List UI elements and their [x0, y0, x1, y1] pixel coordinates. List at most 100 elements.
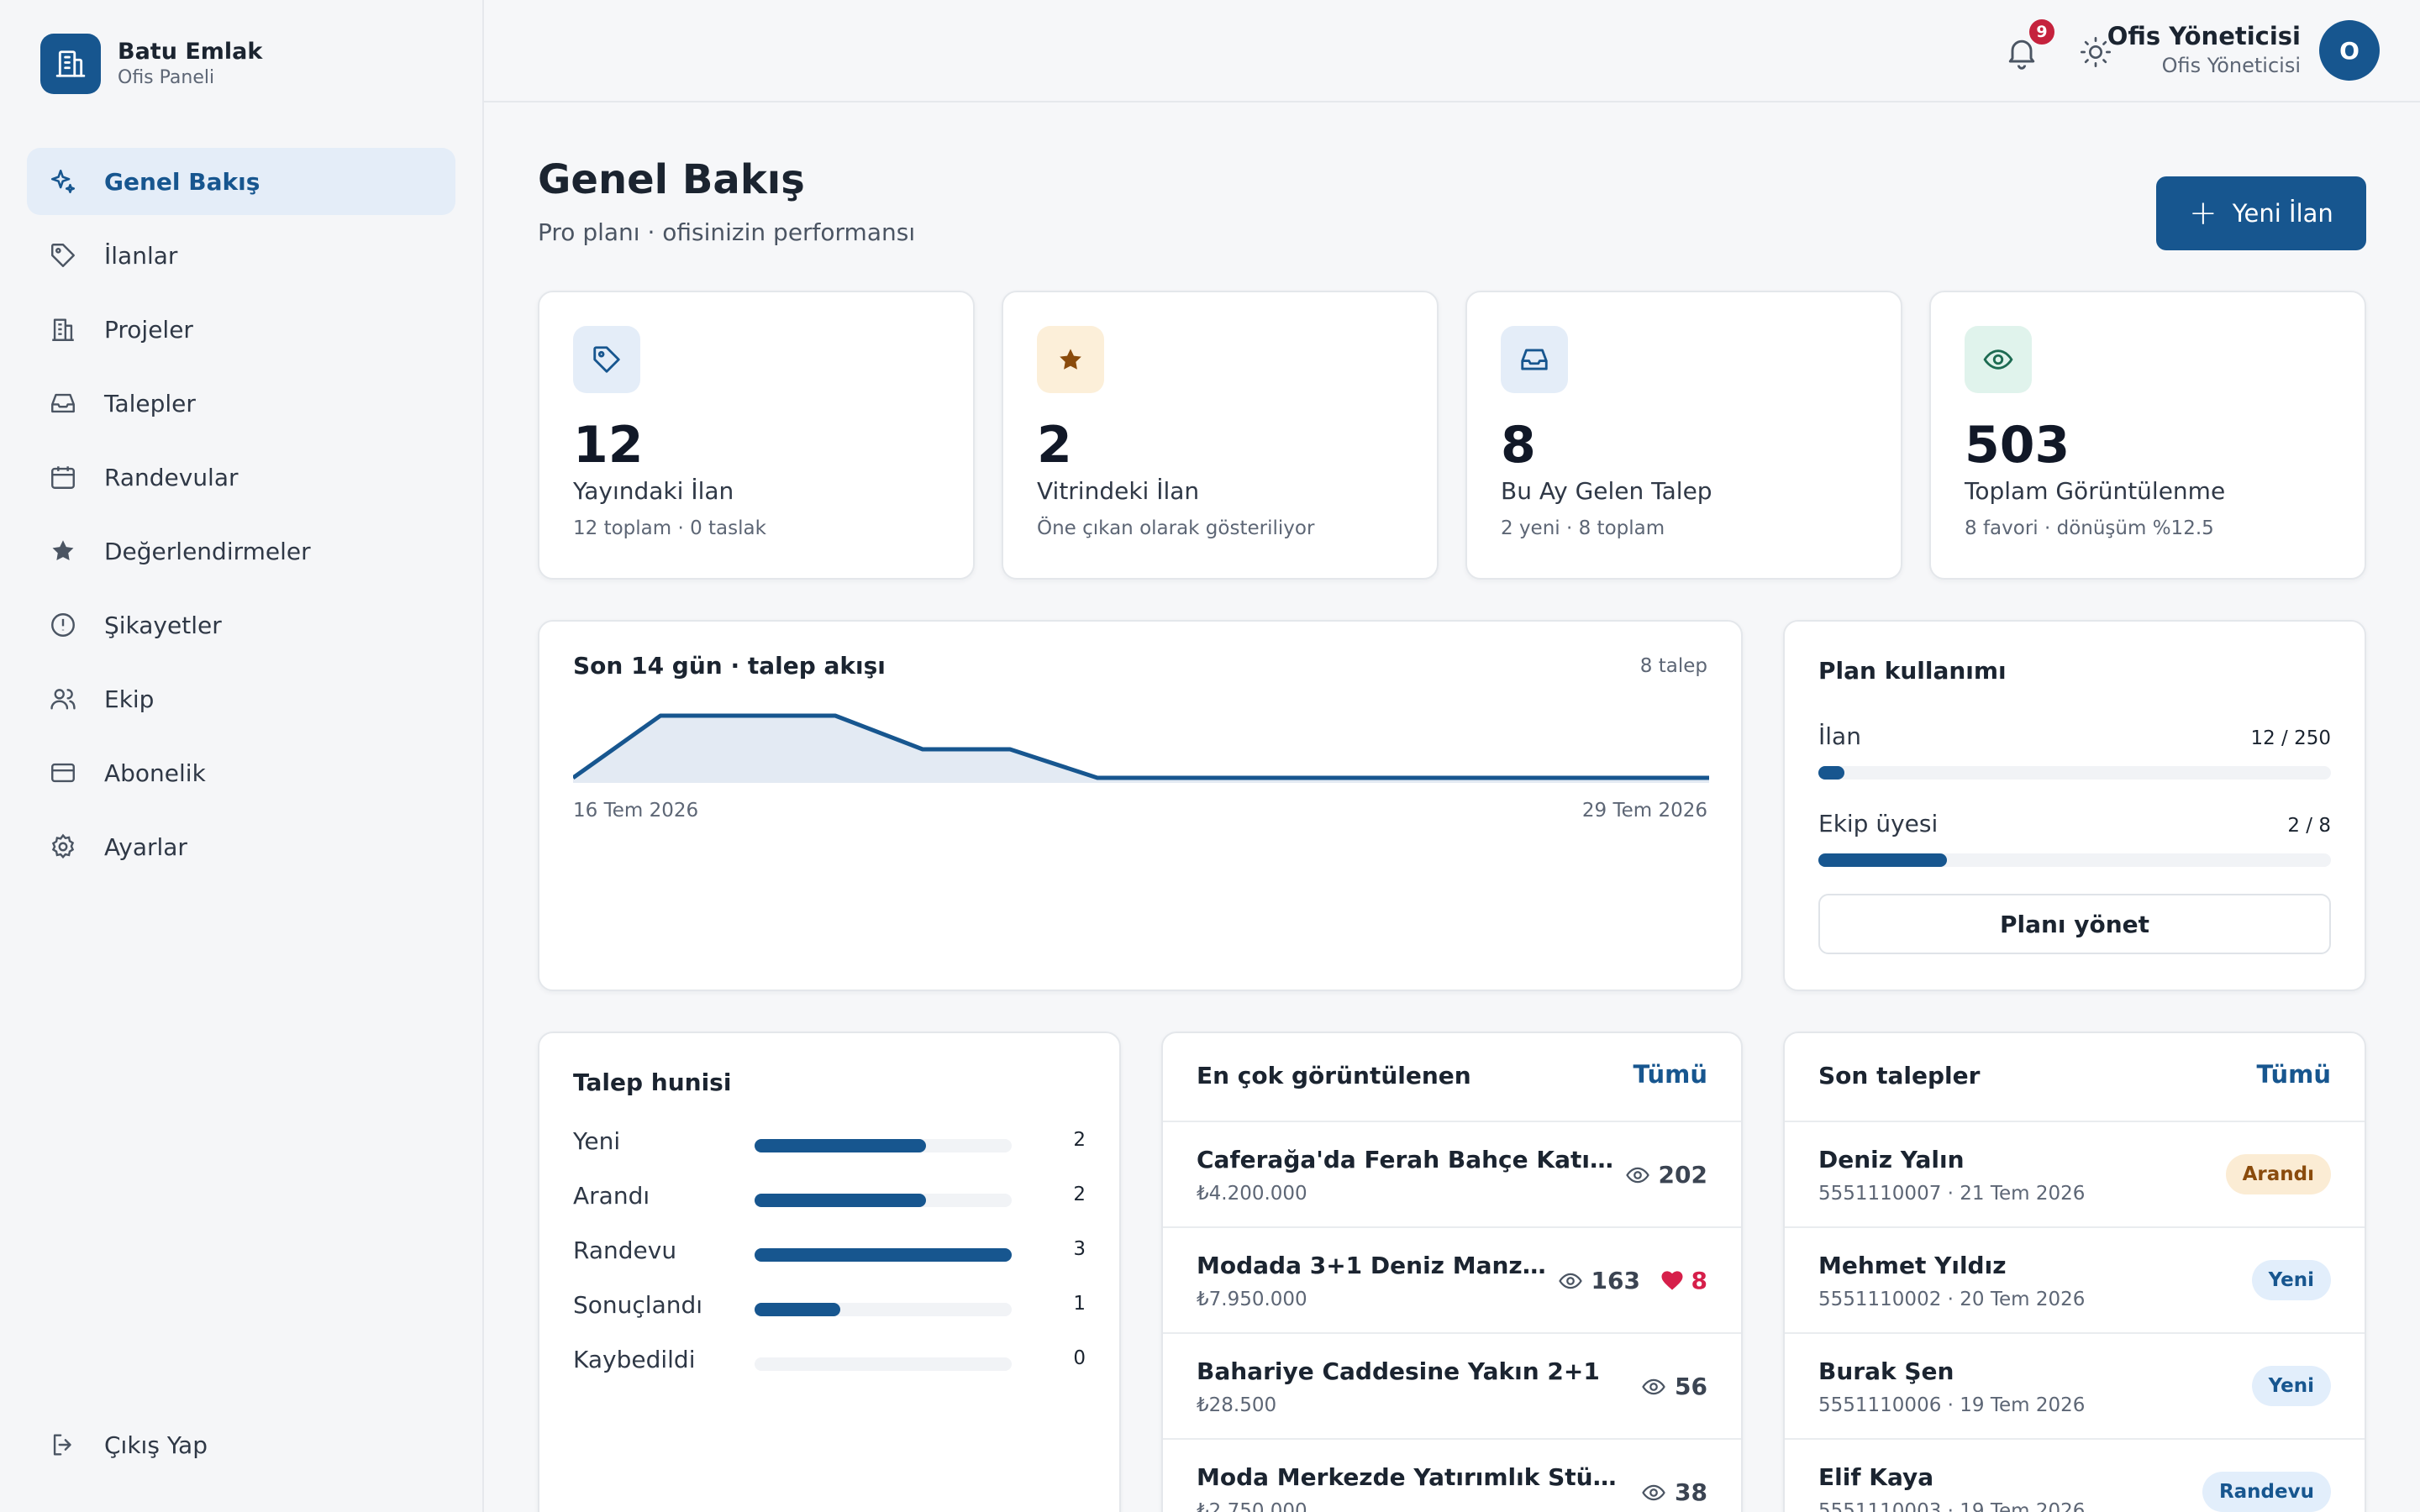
- request-meta: 5551110003 · 19 Tem 2026: [1818, 1500, 2086, 1512]
- sidebar-item-ekip[interactable]: Ekip: [27, 665, 455, 732]
- flow-chart-start-label: 16 Tem 2026: [573, 800, 699, 822]
- funnel-count: 0: [1073, 1347, 1086, 1369]
- sidebar-item-label: Şikayetler: [104, 611, 222, 639]
- star-icon: [1037, 326, 1104, 393]
- sidebar-item-label: Genel Bakış: [104, 167, 260, 196]
- flow-chart-card: Son 14 gün · talep akışı 8 talep 16 Tem …: [538, 620, 1743, 991]
- page-title: Genel Bakış: [538, 156, 805, 203]
- stat-sub: 8 favori · dönüşüm %12.5: [1965, 517, 2214, 539]
- sidebar-item-ayarlar[interactable]: Ayarlar: [27, 813, 455, 880]
- most-viewed-item[interactable]: Caferağa'da Ferah Bahçe Katı 2+1 ₺4.200.0…: [1163, 1122, 1741, 1228]
- funnel-track: [755, 1303, 1012, 1316]
- eye-icon: [1965, 326, 2032, 393]
- most-viewed-item[interactable]: Bahariye Caddesine Yakın 2+1 ₺28.500 56: [1163, 1334, 1741, 1440]
- users-icon: [49, 685, 77, 713]
- page-subtitle: Pro planı · ofisinizin performansı: [538, 218, 916, 246]
- user-info[interactable]: Ofis Yöneticisi Ofis Yöneticisi: [2107, 20, 2301, 79]
- new-listing-button[interactable]: + Yeni İlan: [2156, 176, 2366, 250]
- listing-price: ₺7.950.000: [1197, 1289, 1307, 1310]
- user-role: Ofis Yöneticisi: [2161, 54, 2301, 77]
- bell-icon[interactable]: [2003, 34, 2040, 71]
- most-viewed-item[interactable]: Modada 3+1 Deniz Manzaralı Daire ₺7.950.0…: [1163, 1228, 1741, 1334]
- funnel-row: Kaybedildi 0: [573, 1346, 1086, 1379]
- listing-title: Moda Merkezde Yatırımlık Stüdyo Daire: [1197, 1463, 1617, 1491]
- inbox-icon: [1501, 326, 1568, 393]
- views-value: 163: [1591, 1267, 1640, 1294]
- plan-row-label: Ekip üyesi: [1818, 810, 1939, 837]
- plan-team-progress: [1818, 853, 2331, 867]
- favorites-count: 8: [1660, 1267, 1707, 1294]
- sidebar-item-sikayetler[interactable]: Şikayetler: [27, 591, 455, 659]
- funnel-count: 2: [1073, 1184, 1086, 1205]
- funnel-label: Arandı: [573, 1182, 650, 1210]
- request-name: Mehmet Yıldız: [1818, 1252, 2007, 1279]
- sidebar-item-label: Ekip: [104, 685, 155, 713]
- funnel-count: 3: [1073, 1238, 1086, 1260]
- sidebar-item-label: Abonelik: [104, 759, 206, 787]
- most-viewed-card: En çok görüntülenen Tümü Caferağa'da Fer…: [1161, 1032, 1743, 1512]
- user-name: Ofis Yöneticisi: [2107, 22, 2301, 50]
- views-count: 202: [1625, 1161, 1707, 1189]
- most-viewed-item[interactable]: Moda Merkezde Yatırımlık Stüdyo Daire ₺2.…: [1163, 1440, 1741, 1512]
- funnel-row: Randevu 3: [573, 1236, 1086, 1270]
- stat-sub: 12 toplam · 0 taslak: [573, 517, 766, 539]
- views-count: 163: [1558, 1267, 1640, 1294]
- sidebar-item-talepler[interactable]: Talepler: [27, 370, 455, 437]
- sidebar-item-projeler[interactable]: Projeler: [27, 296, 455, 363]
- star-icon: [49, 537, 77, 565]
- topbar: 9 Ofis Yöneticisi Ofis Yöneticisi O: [484, 0, 2420, 102]
- recent-request-item[interactable]: Burak Şen 5551110006 · 19 Tem 2026 Yeni: [1785, 1334, 2365, 1440]
- brand-name: Batu Emlak: [118, 39, 263, 65]
- status-badge: Arandı: [2225, 1154, 2331, 1194]
- sidebar-item-label: Projeler: [104, 315, 193, 344]
- sidebar-item-degerlendirmeler[interactable]: Değerlendirmeler: [27, 517, 455, 585]
- stat-card-requests[interactable]: 8 Bu Ay Gelen Talep 2 yeni · 8 toplam: [1465, 291, 1902, 580]
- stat-value: 12: [573, 416, 644, 475]
- most-viewed-all-link[interactable]: Tümü: [1633, 1060, 1707, 1089]
- funnel-row: Arandı 2: [573, 1182, 1086, 1215]
- eye-icon: [1641, 1374, 1675, 1399]
- plan-row-value: 12 / 250: [2250, 727, 2331, 749]
- manage-plan-button[interactable]: Planı yönet: [1818, 894, 2331, 954]
- calendar-icon: [49, 463, 77, 491]
- sidebar-item-label: Ayarlar: [104, 832, 187, 861]
- recent-request-item[interactable]: Mehmet Yıldız 5551110002 · 20 Tem 2026 Yen…: [1785, 1228, 2365, 1334]
- status-badge: Yeni: [2251, 1260, 2331, 1300]
- funnel-fill: [755, 1139, 926, 1152]
- stat-sub: 2 yeni · 8 toplam: [1501, 517, 1665, 539]
- logout-button[interactable]: Çıkış Yap: [27, 1411, 455, 1478]
- plan-usage-card: Plan kullanımı İlan 12 / 250 Ekip üyesi …: [1783, 620, 2366, 991]
- stat-value: 503: [1965, 416, 2070, 475]
- stat-card-listings[interactable]: 12 Yayındaki İlan 12 toplam · 0 taslak: [538, 291, 975, 580]
- recent-request-item[interactable]: Elif Kaya 5551110003 · 19 Tem 2026 Randevu: [1785, 1440, 2365, 1512]
- sidebar-item-label: Değerlendirmeler: [104, 537, 311, 565]
- stat-card-views[interactable]: 503 Toplam Görüntülenme 8 favori · dönüş…: [1929, 291, 2366, 580]
- sidebar-item-label: İlanlar: [104, 241, 178, 270]
- sidebar-item-label: Talepler: [104, 389, 196, 417]
- recent-request-item[interactable]: Deniz Yalın 5551110007 · 21 Tem 2026 Arand…: [1785, 1122, 2365, 1228]
- stat-card-showcase[interactable]: 2 Vitrindeki İlan Öne çıkan olarak göste…: [1002, 291, 1439, 580]
- listing-title: Bahariye Caddesine Yakın 2+1: [1197, 1357, 1600, 1385]
- request-funnel-title: Talep hunisi: [573, 1068, 732, 1096]
- sidebar: Batu Emlak Ofis Paneli Genel Bakış İlanl…: [0, 0, 484, 1512]
- funnel-fill: [755, 1303, 840, 1316]
- funnel-track: [755, 1139, 1012, 1152]
- brand[interactable]: Batu Emlak Ofis Paneli: [40, 34, 262, 94]
- flow-chart-total: 8 talep: [1639, 655, 1707, 677]
- eye-icon: [1625, 1163, 1659, 1188]
- funnel-label: Kaybedildi: [573, 1346, 696, 1373]
- sidebar-item-randevular[interactable]: Randevular: [27, 444, 455, 511]
- recent-requests-all-link[interactable]: Tümü: [2256, 1060, 2331, 1089]
- funnel-row: Yeni 2: [573, 1127, 1086, 1161]
- sidebar-item-genel-bakis[interactable]: Genel Bakış: [27, 148, 455, 215]
- brand-subtitle: Ofis Paneli: [118, 67, 215, 88]
- avatar[interactable]: O: [2319, 20, 2380, 81]
- plan-listing-progress: [1818, 766, 2331, 780]
- listing-title: Caferağa'da Ferah Bahçe Katı 2+1: [1197, 1146, 1617, 1173]
- flow-chart-end-label: 29 Tem 2026: [1581, 800, 1707, 822]
- sidebar-item-ilanlar[interactable]: İlanlar: [27, 222, 455, 289]
- sidebar-item-abonelik[interactable]: Abonelik: [27, 739, 455, 806]
- stat-label: Toplam Görüntülenme: [1965, 477, 2226, 505]
- plus-icon: +: [2189, 194, 2217, 233]
- sun-icon[interactable]: [2079, 35, 2112, 69]
